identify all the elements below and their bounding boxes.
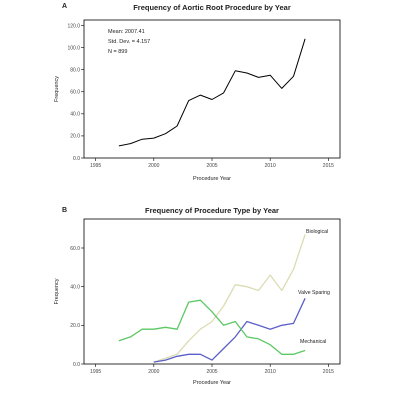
y-tick-label: 0.0 [73, 156, 80, 162]
chart-title: Frequency of Procedure Type by Year [145, 206, 279, 215]
y-tick-label: 60.0 [70, 246, 80, 252]
x-tick-label: 2005 [206, 163, 217, 169]
stat-line: Mean: 2007.41 [108, 29, 145, 35]
y-axis-label: Frequency [54, 278, 60, 304]
series-line [118, 38, 306, 147]
y-tick-label: 100.0 [67, 45, 80, 51]
stat-line: N = 899 [108, 49, 127, 55]
x-tick-label: 2010 [265, 163, 276, 169]
y-tick-label: 20.0 [70, 323, 80, 329]
x-tick-label: 2015 [323, 369, 334, 375]
panel-letter: B [62, 207, 67, 214]
y-tick-label: 120.0 [67, 23, 80, 29]
y-tick-label: 40.0 [70, 284, 80, 290]
x-tick-label: 2005 [206, 369, 217, 375]
chart-title: Frequency of Aortic Root Procedure by Ye… [133, 3, 291, 12]
x-tick-label: 1995 [90, 163, 101, 169]
y-axis-label: Frequency [54, 76, 60, 102]
panel-a: A Frequency of Aortic Root Procedure by Y… [54, 3, 341, 182]
x-tick-label: 2000 [148, 369, 159, 375]
y-tick-label: 40.0 [70, 112, 80, 118]
x-tick-label: 2000 [148, 163, 159, 169]
panel-letter: A [62, 3, 67, 10]
biological-label: Biological [306, 229, 328, 235]
x-axis-label: Procedure Year [193, 380, 231, 386]
y-tick-label: 20.0 [70, 134, 80, 140]
x-tick-label: 2010 [265, 369, 276, 375]
biological-line [153, 234, 306, 363]
x-axis-label: Procedure Year [193, 176, 231, 182]
y-tick-label: 80.0 [70, 67, 80, 73]
x-tick-label: 2015 [323, 163, 334, 169]
mechanical-line [118, 299, 306, 355]
x-tick-label: 1995 [90, 369, 101, 375]
stat-line: Std. Dev. = 4.157 [108, 39, 150, 45]
panel-b: B Frequency of Procedure Type by Year 1995… [54, 206, 341, 386]
mechanical-label: Mechanical [300, 339, 326, 345]
y-tick-label: 0.0 [73, 362, 80, 368]
y-tick-label: 60.0 [70, 90, 80, 96]
valve-sparing-line [153, 298, 306, 363]
valve-sparing-label: Valve Sparing [298, 290, 330, 296]
